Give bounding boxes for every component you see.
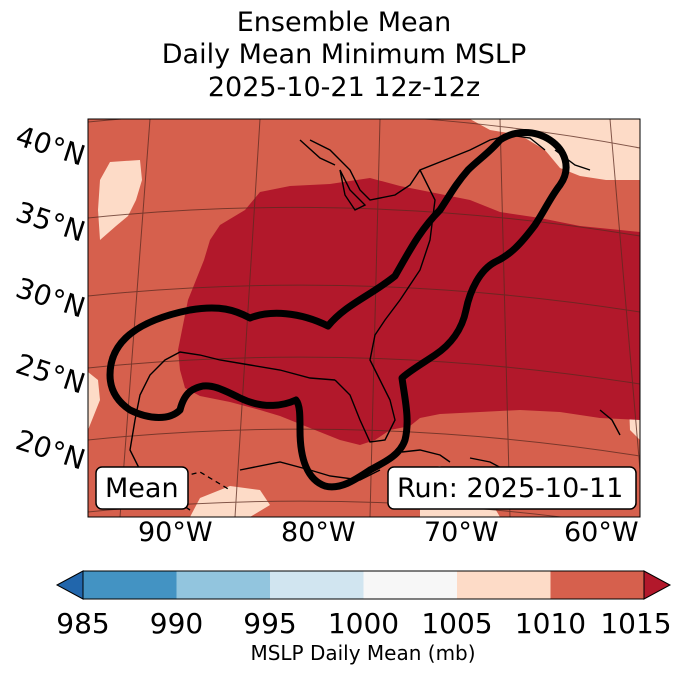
map-panel: [88, 119, 640, 517]
colorbar-label: MSLP Daily Mean (mb): [250, 641, 475, 665]
pressure-field-over-1015: [178, 178, 640, 445]
colorbar-frame: [82, 570, 645, 600]
lon-label-60w: 60°W: [564, 517, 639, 548]
colorbar-tick-995: 995: [243, 607, 296, 640]
colorbar-segment-1010-1015: [550, 571, 644, 599]
lon-label-80w: 80°W: [281, 517, 356, 548]
pressure-field-1005-1010-south: [190, 486, 270, 517]
colorbar-segment-995-1000: [270, 571, 364, 599]
lat-label-20: 20°N: [12, 423, 89, 476]
map-frame: [87, 118, 641, 518]
mean-box: [95, 466, 189, 510]
lat-label-40: 40°N: [12, 119, 89, 172]
run-box: [387, 466, 637, 510]
lat-label-35: 35°N: [12, 195, 89, 248]
lat-label-25: 25°N: [12, 347, 89, 400]
colorbar-segment-985-990: [83, 571, 177, 599]
colorbar-tick-1010: 1010: [515, 607, 586, 640]
colorbar-tick-985: 985: [56, 607, 109, 640]
colorbar-tick-1000: 1000: [328, 607, 399, 640]
mean-box-text: Mean: [105, 473, 179, 504]
run-box-text: Run: 2025-10-11: [397, 473, 623, 504]
pressure-field-1005-1010-west: [98, 160, 142, 240]
colorbar-segment-1005-1010: [457, 571, 551, 599]
colorbar-tick-1015: 1015: [600, 607, 671, 640]
title-line-3: 2025-10-21 12z-12z: [207, 72, 481, 103]
colorbar-tick-1005: 1005: [421, 607, 492, 640]
title-line-2: Daily Mean Minimum MSLP: [161, 39, 527, 70]
ensemble-contour-outline: [106, 129, 570, 491]
title-line-1: Ensemble Mean: [236, 7, 452, 38]
colorbar-extend-low: [55, 570, 84, 600]
colorbar: 985 990 995 1000 1005 1010 1015 MSLP Dai…: [55, 570, 672, 665]
pressure-field-1005-1010-southwest: [88, 372, 100, 430]
colorbar-tick-990: 990: [150, 607, 203, 640]
pressure-field-1005-1010-northeast: [470, 119, 640, 180]
lat-label-30: 30°N: [12, 271, 89, 324]
colorbar-segment-1000-1005: [363, 571, 457, 599]
lon-label-70w: 70°W: [424, 517, 499, 548]
lon-label-90w: 90°W: [138, 517, 213, 548]
colorbar-extend-high: [643, 570, 672, 600]
colorbar-segment-990-995: [176, 571, 270, 599]
